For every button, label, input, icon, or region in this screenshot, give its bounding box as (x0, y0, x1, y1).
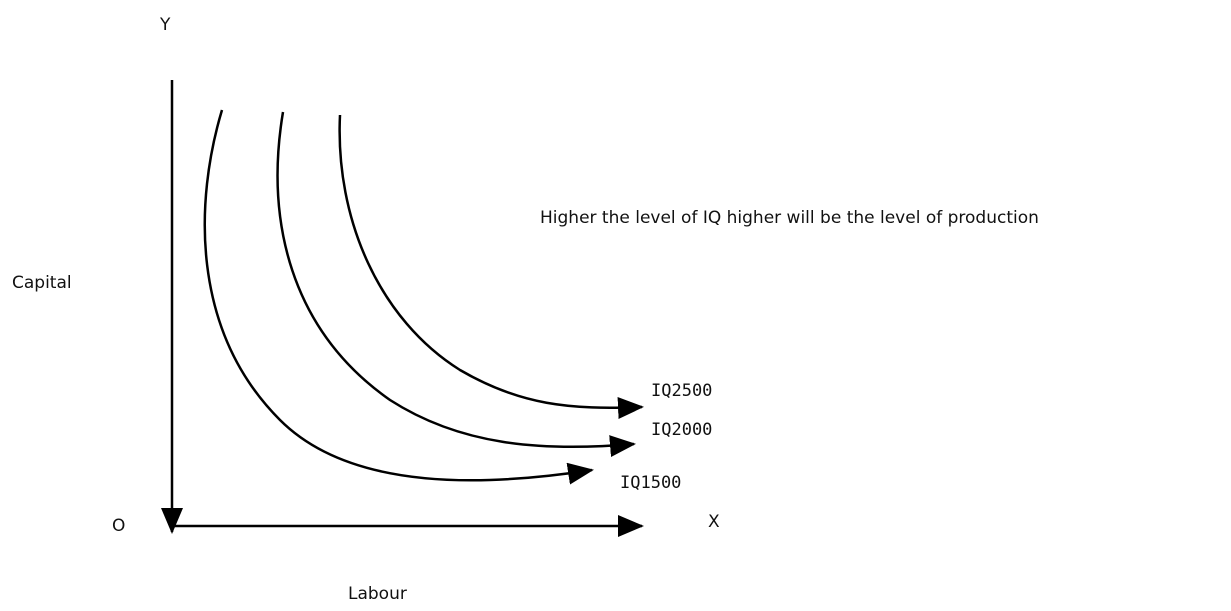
y-axis-title: Capital (12, 273, 72, 293)
curve-label: IQ2500 (651, 381, 712, 401)
isoquant-curve (203, 109, 594, 485)
x-axis-label: X (708, 512, 720, 532)
isoquant-curve (338, 114, 644, 419)
note: Higher the level of IQ higher will be th… (540, 208, 1039, 228)
y-axis-label: Y (159, 15, 171, 35)
isoquant-curve (276, 111, 636, 457)
curve-label: IQ1500 (620, 473, 681, 493)
x-axis-title: Labour (348, 584, 407, 604)
origin-label: O (112, 516, 125, 536)
curve-label: IQ2000 (651, 420, 712, 440)
